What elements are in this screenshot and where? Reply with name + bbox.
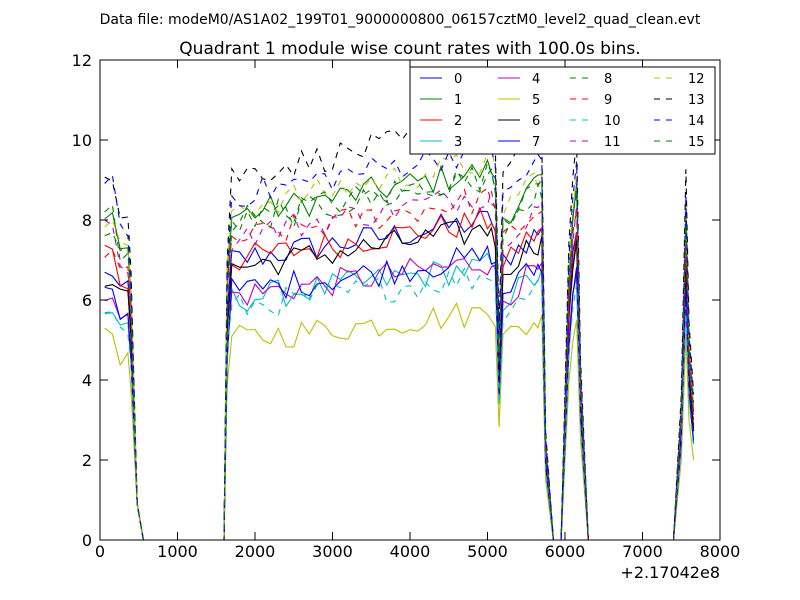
y-tick-label: 2 <box>82 451 92 470</box>
x-tick-label: 4000 <box>390 542 431 561</box>
legend-label: 10 <box>604 114 621 129</box>
series-line-10 <box>104 267 695 540</box>
legend-label: 4 <box>532 72 540 87</box>
chart-title: Quadrant 1 module wise count rates with … <box>179 39 640 59</box>
x-tick-label: 5000 <box>467 542 508 561</box>
x-tick-label: 1000 <box>157 542 198 561</box>
legend-entry-9: 9 <box>570 93 612 108</box>
legend-label: 0 <box>454 72 462 87</box>
series-line-14 <box>104 138 695 540</box>
x-tick-label: 3000 <box>312 542 353 561</box>
legend-label: 6 <box>532 114 540 129</box>
series-line-1 <box>104 158 695 540</box>
x-tick-label: 0 <box>95 542 105 561</box>
x-tick-label: 2000 <box>235 542 276 561</box>
legend-entry-3: 3 <box>420 135 462 150</box>
series-line-8 <box>104 168 695 540</box>
series-line-7 <box>104 244 695 540</box>
legend-label: 11 <box>604 135 621 150</box>
y-tick-label: 8 <box>82 211 92 230</box>
y-tick-label: 0 <box>82 531 92 550</box>
y-tick-label: 4 <box>82 371 92 390</box>
series-line-5 <box>104 302 695 540</box>
series-lines <box>104 111 695 540</box>
legend-box <box>409 66 716 155</box>
series-line-15 <box>104 161 695 540</box>
legend-entry-1: 1 <box>420 93 462 108</box>
legend-label: 5 <box>532 93 540 108</box>
legend-entry-10: 10 <box>570 114 621 129</box>
legend-label: 12 <box>688 72 705 87</box>
legend-entry-8: 8 <box>570 72 612 87</box>
legend-label: 14 <box>688 114 705 129</box>
legend-label: 3 <box>454 135 462 150</box>
legend-entry-4: 4 <box>498 72 540 87</box>
legend-entry-15: 15 <box>654 135 705 150</box>
y-tick-label: 12 <box>72 51 92 70</box>
legend-entry-13: 13 <box>654 93 705 108</box>
legend-entry-14: 14 <box>654 114 705 129</box>
x-axis-offset-label: +2.17042e8 <box>620 563 720 582</box>
legend-entry-11: 11 <box>570 135 621 150</box>
legend-entry-0: 0 <box>420 72 462 87</box>
series-line-2 <box>104 206 695 540</box>
y-tick-label: 6 <box>82 291 92 310</box>
legend-entry-7: 7 <box>498 135 540 150</box>
x-tick-label: 6000 <box>545 542 586 561</box>
legend-label: 9 <box>604 93 612 108</box>
figure-suptitle: Data file: modeM0/AS1A02_199T01_90000008… <box>100 12 701 28</box>
legend-entry-6: 6 <box>498 114 540 129</box>
series-line-3 <box>104 252 695 540</box>
x-tick-label: 7000 <box>622 542 663 561</box>
legend-label: 8 <box>604 72 612 87</box>
y-tick-label: 10 <box>72 131 92 150</box>
legend-label: 2 <box>454 114 462 129</box>
legend-label: 7 <box>532 135 540 150</box>
series-line-0 <box>104 210 695 540</box>
series-line-9 <box>104 187 695 540</box>
series-line-11 <box>104 189 695 540</box>
legend-entry-5: 5 <box>498 93 540 108</box>
legend-label: 15 <box>688 135 705 150</box>
series-line-6 <box>104 220 695 540</box>
legend-label: 1 <box>454 93 462 108</box>
legend-entry-2: 2 <box>420 114 462 129</box>
plot-area: 0 1000 2000 3000 4000 5000 6000 7000 80000246810… <box>72 51 741 561</box>
x-tick-label: 8000 <box>700 542 741 561</box>
series-line-4 <box>104 257 695 540</box>
legend-label: 13 <box>688 93 705 108</box>
legend-entry-12: 12 <box>654 72 705 87</box>
series-line-13 <box>104 111 695 540</box>
series-line-12 <box>104 146 695 540</box>
